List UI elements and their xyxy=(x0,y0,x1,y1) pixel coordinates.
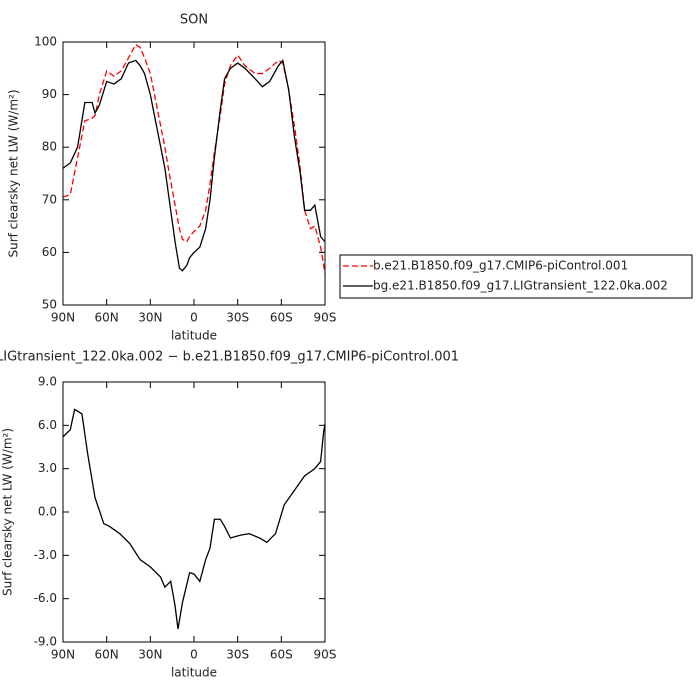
plot: SON latitude Surf clearsky net LW (W/m²) 90… xyxy=(7,13,693,343)
data-line xyxy=(62,408,326,630)
y-tick-label: 70 xyxy=(42,192,57,206)
x-tick-label: 90S xyxy=(314,648,337,662)
x-tick-label: 30S xyxy=(226,311,249,325)
data-line xyxy=(62,58,326,272)
y-tick-label: -6.0 xyxy=(34,591,57,605)
x-tick-label: 30S xyxy=(226,648,249,662)
y-tick-label: 90 xyxy=(42,87,57,101)
y-tick-label: 100 xyxy=(34,35,57,49)
x-tick-label: 90N xyxy=(51,648,75,662)
legend-box xyxy=(339,254,693,299)
y-tick-label: 60 xyxy=(42,245,57,259)
plot-frame xyxy=(62,41,326,306)
x-tick-label: 0 xyxy=(190,648,198,662)
y-tick-label: 6.0 xyxy=(38,418,57,432)
chart-title: LIGtransient_122.0ka.002 − b.e21.B1850.f… xyxy=(0,350,459,365)
legend-label: b.e21.B1850.f09_g17.CMIP6-piControl.001 xyxy=(373,259,628,273)
legend: b.e21.B1850.f09_g17.CMIP6-piControl.001b… xyxy=(339,254,693,299)
y-tick-label: 9.0 xyxy=(38,375,57,389)
x-tick-label: 30N xyxy=(138,648,162,662)
plot: LIGtransient_122.0ka.002 − b.e21.B1850.f… xyxy=(0,350,459,680)
y-axis-label: Surf clearsky net LW (W/m²) xyxy=(7,89,21,257)
y-tick-label: 0.0 xyxy=(38,505,57,519)
x-tick-label: 90N xyxy=(51,311,75,325)
y-tick-label: 80 xyxy=(42,140,57,154)
y-tick-label: 50 xyxy=(42,298,57,312)
data-line xyxy=(62,43,326,274)
x-tick-label: 90S xyxy=(314,311,337,325)
x-tick-label: 60N xyxy=(95,648,119,662)
x-tick-label: 30N xyxy=(138,311,162,325)
x-axis-label: latitude xyxy=(171,329,217,343)
plot-frame xyxy=(62,381,326,643)
y-tick-label: -9.0 xyxy=(34,635,57,649)
y-axis-label: Surf clearsky net LW (W/m²) xyxy=(1,428,15,596)
y-tick-label: -3.0 xyxy=(34,548,57,562)
legend-label: bg.e21.B1850.f09_g17.LIGtransient_122.0k… xyxy=(373,279,668,293)
x-axis-label: latitude xyxy=(171,666,217,680)
y-tick-label: 3.0 xyxy=(38,461,57,475)
x-tick-label: 0 xyxy=(190,311,198,325)
x-tick-label: 60S xyxy=(270,311,293,325)
x-tick-label: 60S xyxy=(270,648,293,662)
x-tick-label: 60N xyxy=(95,311,119,325)
chart-title: SON xyxy=(180,13,208,28)
